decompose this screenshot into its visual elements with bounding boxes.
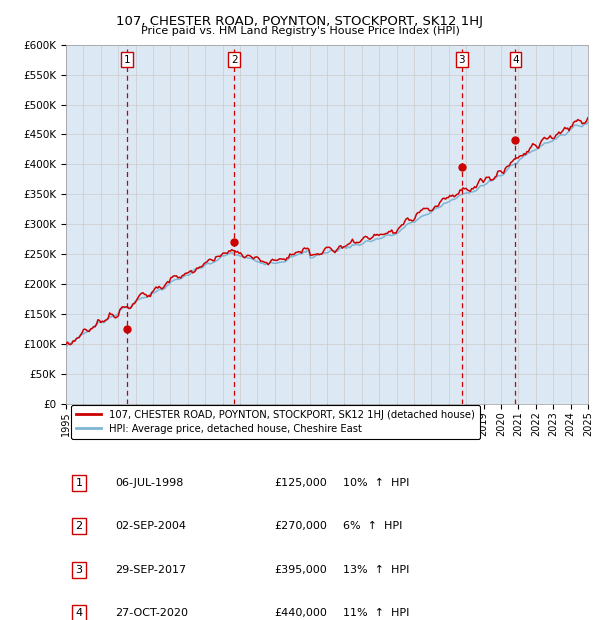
Text: £125,000: £125,000 <box>274 478 327 488</box>
Text: 11%  ↑  HPI: 11% ↑ HPI <box>343 608 409 618</box>
Legend: 107, CHESTER ROAD, POYNTON, STOCKPORT, SK12 1HJ (detached house), HPI: Average p: 107, CHESTER ROAD, POYNTON, STOCKPORT, S… <box>71 405 480 439</box>
Text: 4: 4 <box>512 55 519 64</box>
Text: 3: 3 <box>458 55 465 64</box>
Text: 3: 3 <box>76 565 83 575</box>
Text: 27-OCT-2020: 27-OCT-2020 <box>116 608 188 618</box>
Text: 2: 2 <box>76 521 83 531</box>
Text: 10%  ↑  HPI: 10% ↑ HPI <box>343 478 409 488</box>
Text: £395,000: £395,000 <box>274 565 327 575</box>
Text: 107, CHESTER ROAD, POYNTON, STOCKPORT, SK12 1HJ: 107, CHESTER ROAD, POYNTON, STOCKPORT, S… <box>116 16 484 29</box>
Text: 4: 4 <box>76 608 83 618</box>
Text: 1: 1 <box>124 55 131 64</box>
Text: Price paid vs. HM Land Registry's House Price Index (HPI): Price paid vs. HM Land Registry's House … <box>140 26 460 36</box>
Text: 06-JUL-1998: 06-JUL-1998 <box>116 478 184 488</box>
Text: 02-SEP-2004: 02-SEP-2004 <box>116 521 187 531</box>
Text: 13%  ↑  HPI: 13% ↑ HPI <box>343 565 409 575</box>
Text: 2: 2 <box>231 55 238 64</box>
Text: £440,000: £440,000 <box>274 608 327 618</box>
Text: 6%  ↑  HPI: 6% ↑ HPI <box>343 521 402 531</box>
Text: £270,000: £270,000 <box>274 521 327 531</box>
Text: 1: 1 <box>76 478 83 488</box>
Text: 29-SEP-2017: 29-SEP-2017 <box>116 565 187 575</box>
